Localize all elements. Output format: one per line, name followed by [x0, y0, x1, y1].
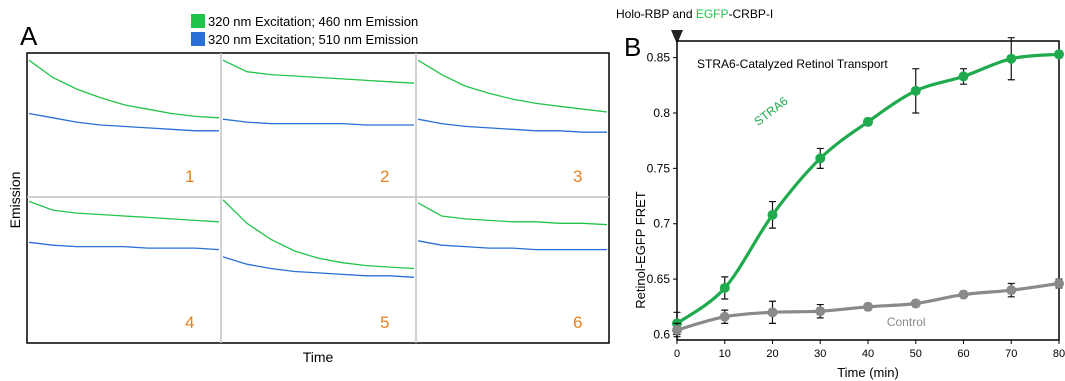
panel-a-frame: [26, 52, 610, 344]
subplot-label: 1: [185, 167, 194, 186]
panel-b-inner-title: STRA6-Catalyzed Retinol Transport: [697, 57, 888, 71]
x-tick-label: 0: [674, 348, 680, 360]
x-tick-label: 10: [719, 348, 731, 360]
trace-510nm: [417, 240, 607, 251]
data-point: [767, 307, 778, 318]
data-point: [1054, 49, 1064, 60]
y-tick-label: 0.75: [647, 161, 671, 175]
panel-a-x-axis-label: Time: [303, 349, 334, 365]
subplot-label: 3: [573, 167, 582, 186]
data-point: [719, 311, 730, 322]
trace-510nm: [222, 256, 415, 278]
data-point: [1006, 285, 1017, 296]
data-point: [815, 306, 826, 317]
y-tick-label: 0.7: [653, 217, 670, 231]
panel-b-top-annotation: Holo-RBP and EGFP-CRBP-I: [616, 7, 773, 21]
subplot-6: 6: [417, 202, 608, 332]
data-point: [719, 282, 730, 293]
addition-arrow-icon: [671, 30, 683, 44]
data-point: [863, 116, 873, 127]
data-point: [672, 325, 682, 336]
legend-swatch-460nm: [191, 14, 205, 28]
subplot-label: 6: [573, 313, 582, 332]
panel-a: A 320 nm Excitation; 460 nm Emission 320…: [7, 14, 610, 365]
panel-a-grid: [26, 52, 610, 344]
panel-a-traces: 1 2 3 4 5 6: [28, 59, 608, 332]
panel-a-y-axis-label: Emission: [7, 172, 23, 229]
y-tick-label: 0.85: [647, 51, 671, 65]
trace-460nm: [222, 199, 415, 270]
data-point: [815, 153, 826, 164]
subplot-1: 1: [28, 59, 220, 186]
trace-460nm: [222, 59, 415, 84]
data-point: [863, 301, 873, 312]
panel-a-legend: 320 nm Excitation; 460 nm Emission 320 n…: [191, 14, 418, 47]
data-point: [1006, 53, 1017, 64]
trace-460nm: [28, 59, 220, 119]
y-tick-label: 0.6: [653, 327, 670, 341]
trace-510nm: [28, 112, 219, 132]
y-tick-label: 0.8: [653, 106, 670, 120]
trace-460nm: [28, 200, 220, 223]
data-point: [958, 71, 969, 82]
annotation-egfp: EGFP: [696, 7, 729, 21]
series-label-control: Control: [887, 315, 926, 329]
subplot-4: 4: [28, 200, 220, 332]
panel-b-letter: B: [624, 32, 641, 62]
data-point: [1054, 278, 1064, 289]
series-line-stra6: [676, 52, 1060, 325]
x-tick-label: 60: [957, 348, 969, 360]
trace-460nm: [417, 59, 608, 113]
trace-510nm: [28, 241, 220, 251]
x-tick-label: 30: [814, 348, 826, 360]
subplot-5: 5: [222, 199, 415, 332]
panel-b-frame: [676, 40, 1060, 341]
legend-label-510nm: 320 nm Excitation; 510 nm Emission: [208, 32, 418, 47]
panel-b-series: STRA6 Control: [672, 37, 1064, 338]
x-tick-label: 70: [1005, 348, 1017, 360]
panel-b-x-axis-label: Time (min): [837, 365, 899, 380]
legend-swatch-510nm: [191, 32, 205, 46]
subplot-3: 3: [417, 59, 608, 186]
subplot-label: 4: [185, 313, 194, 332]
panel-b-y-axis-label: Retinol-EGFP FRET: [633, 191, 648, 309]
data-point: [910, 85, 921, 96]
data-point: [910, 298, 921, 309]
x-tick-label: 40: [862, 348, 874, 360]
trace-460nm: [417, 202, 608, 226]
annotation-prefix: Holo-RBP and: [616, 7, 696, 21]
trace-510nm: [222, 118, 414, 126]
x-tick-label: 50: [910, 348, 922, 360]
subplot-2: 2: [222, 59, 415, 186]
y-tick-label: 0.65: [647, 272, 671, 286]
x-tick-label: 20: [766, 348, 778, 360]
trace-510nm: [417, 118, 607, 133]
panel-a-letter: A: [20, 21, 38, 51]
x-tick-label: 80: [1053, 348, 1065, 360]
panel-b: B Holo-RBP and EGFP-CRBP-I STRA6-Catalyz…: [616, 7, 1065, 380]
legend-label-460nm: 320 nm Excitation; 460 nm Emission: [208, 14, 418, 29]
data-point: [958, 289, 969, 300]
subplot-label: 5: [380, 313, 389, 332]
subplot-label: 2: [380, 167, 389, 186]
series-label-stra6: STRA6: [751, 94, 790, 129]
panel-b-ticks: 0 10 20 30 40 50 60 70 80 0.6 0.65 0.7 0.75 0.8 0.85: [647, 51, 1065, 360]
annotation-suffix: -CRBP-I: [729, 7, 774, 21]
data-point: [767, 209, 778, 220]
series-control: Control: [672, 278, 1064, 338]
